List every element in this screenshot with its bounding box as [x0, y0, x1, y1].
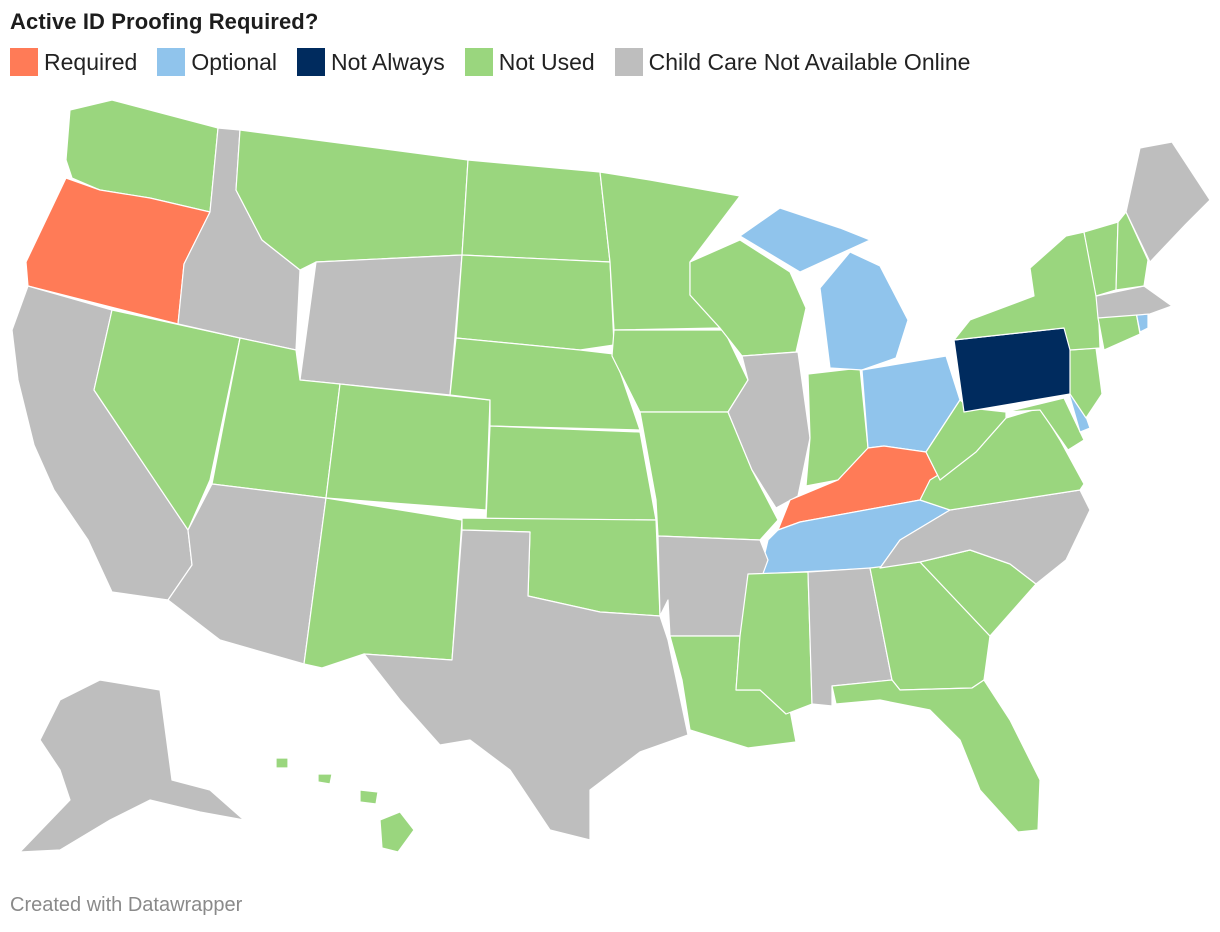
- state-NM[interactable]: [303, 497, 463, 669]
- state-KS[interactable]: [485, 425, 657, 521]
- state-NY[interactable]: [953, 231, 1101, 351]
- legend-label-not-available: Child Care Not Available Online: [648, 48, 971, 75]
- legend-label-optional: Optional: [191, 48, 278, 75]
- state-MI[interactable]: [819, 251, 909, 371]
- legend-item-required: Required: [10, 48, 137, 76]
- state-MD[interactable]: [1005, 397, 1085, 451]
- legend-label-required: Required: [44, 48, 138, 75]
- state-HI-kauai[interactable]: [275, 757, 289, 769]
- legend-label-not-always: Not Always: [331, 48, 445, 75]
- state-CO[interactable]: [325, 383, 491, 511]
- footer-credit: Created with Datawrapper: [10, 894, 243, 916]
- legend-item-not-available: Child Care Not Available Online: [614, 48, 971, 76]
- state-WV[interactable]: [925, 399, 1007, 481]
- state-NE[interactable]: [449, 337, 641, 431]
- legend-swatch-not-available: [614, 48, 643, 76]
- state-TX[interactable]: [363, 529, 689, 841]
- state-IL[interactable]: [727, 351, 811, 509]
- legend-label-not-used: Not Used: [498, 48, 595, 75]
- legend-item-not-always: Not Always: [297, 48, 445, 76]
- state-ME[interactable]: [1125, 141, 1211, 263]
- state-ND[interactable]: [461, 159, 611, 263]
- legend-item-optional: Optional: [157, 48, 277, 76]
- state-HI-oahu[interactable]: [317, 773, 333, 785]
- legend-swatch-not-always: [297, 48, 326, 76]
- state-NH[interactable]: [1115, 211, 1149, 291]
- map-title: Active ID Proofing Required?: [10, 9, 319, 34]
- state-FL[interactable]: [831, 679, 1041, 833]
- state-WY[interactable]: [299, 254, 463, 396]
- legend-item-not-used: Not Used: [464, 48, 595, 76]
- state-SD[interactable]: [455, 254, 615, 351]
- state-MI-UP[interactable]: [739, 207, 871, 273]
- legend-swatch-not-used: [464, 48, 493, 76]
- us-choropleth-map: [11, 99, 1211, 853]
- state-HI-maui[interactable]: [359, 789, 379, 805]
- state-HI-big[interactable]: [379, 811, 415, 853]
- state-AK[interactable]: [19, 679, 245, 853]
- state-IA[interactable]: [611, 329, 749, 413]
- legend-swatch-optional: [157, 48, 186, 76]
- legend: Required Optional Not Always Not Used Ch…: [10, 46, 970, 78]
- legend-swatch-required: [10, 48, 38, 76]
